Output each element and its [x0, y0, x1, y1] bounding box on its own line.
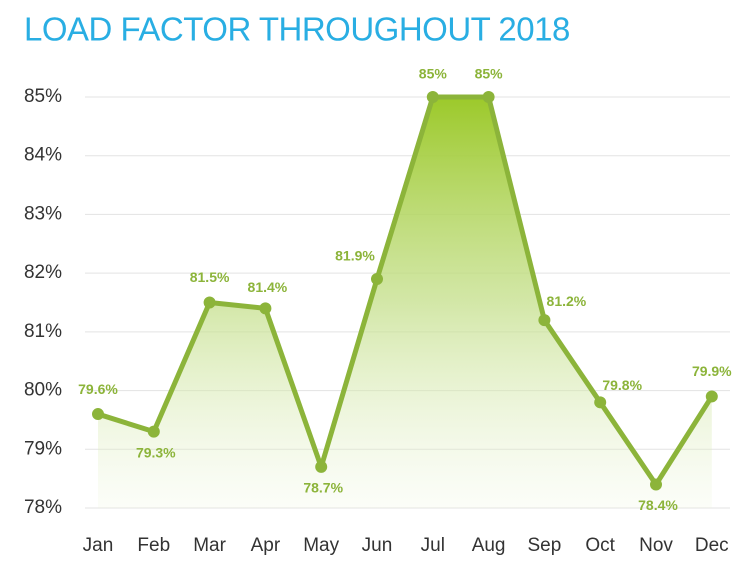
area — [98, 97, 712, 508]
data-label: 78.4% — [638, 497, 678, 513]
data-label: 79.8% — [602, 377, 642, 393]
x-tick-label: Mar — [193, 535, 226, 556]
data-label: 85% — [475, 66, 504, 82]
y-tick-label: 78% — [24, 497, 62, 518]
data-label: 81.4% — [248, 279, 288, 295]
x-tick-label: Oct — [585, 535, 615, 556]
data-label: 78.7% — [303, 480, 343, 496]
x-tick-label: Jun — [362, 535, 393, 556]
data-label: 79.6% — [78, 381, 118, 397]
data-label: 85% — [419, 66, 448, 82]
data-label: 81.5% — [190, 269, 230, 285]
marker — [92, 408, 104, 421]
y-tick-label: 81% — [24, 321, 62, 342]
marker — [315, 460, 328, 473]
y-tick-label: 84% — [24, 145, 62, 166]
marker — [371, 273, 383, 286]
data-label: 81.2% — [547, 293, 587, 309]
marker — [594, 396, 607, 409]
x-tick-label: Apr — [251, 535, 281, 556]
y-tick-label: 85% — [24, 86, 62, 107]
data-label: 81.9% — [335, 248, 375, 264]
marker — [482, 91, 495, 103]
x-tick-label: Nov — [639, 535, 673, 556]
x-tick-label: Sep — [527, 535, 561, 556]
marker — [705, 390, 718, 403]
marker — [203, 296, 216, 309]
y-tick-label: 79% — [24, 438, 62, 459]
marker — [538, 314, 551, 327]
data-label: 79.3% — [136, 444, 176, 460]
x-tick-label: Jan — [83, 535, 114, 556]
x-tick-label: Dec — [695, 535, 729, 556]
data-label: 79.9% — [692, 363, 732, 379]
marker — [426, 91, 439, 103]
x-tick-label: May — [303, 535, 339, 556]
marker — [650, 478, 662, 491]
x-tick-label: Aug — [472, 535, 506, 556]
chart-title: LOAD FACTOR THROUGHOUT 2018 — [24, 11, 570, 48]
x-tick-label: Jul — [421, 535, 445, 556]
x-tick-label: Feb — [137, 535, 170, 556]
y-tick-label: 82% — [24, 262, 62, 283]
y-tick-label: 80% — [24, 380, 62, 401]
marker — [259, 302, 272, 315]
line — [97, 94, 714, 488]
y-tick-label: 83% — [24, 203, 62, 224]
marker — [147, 425, 160, 438]
